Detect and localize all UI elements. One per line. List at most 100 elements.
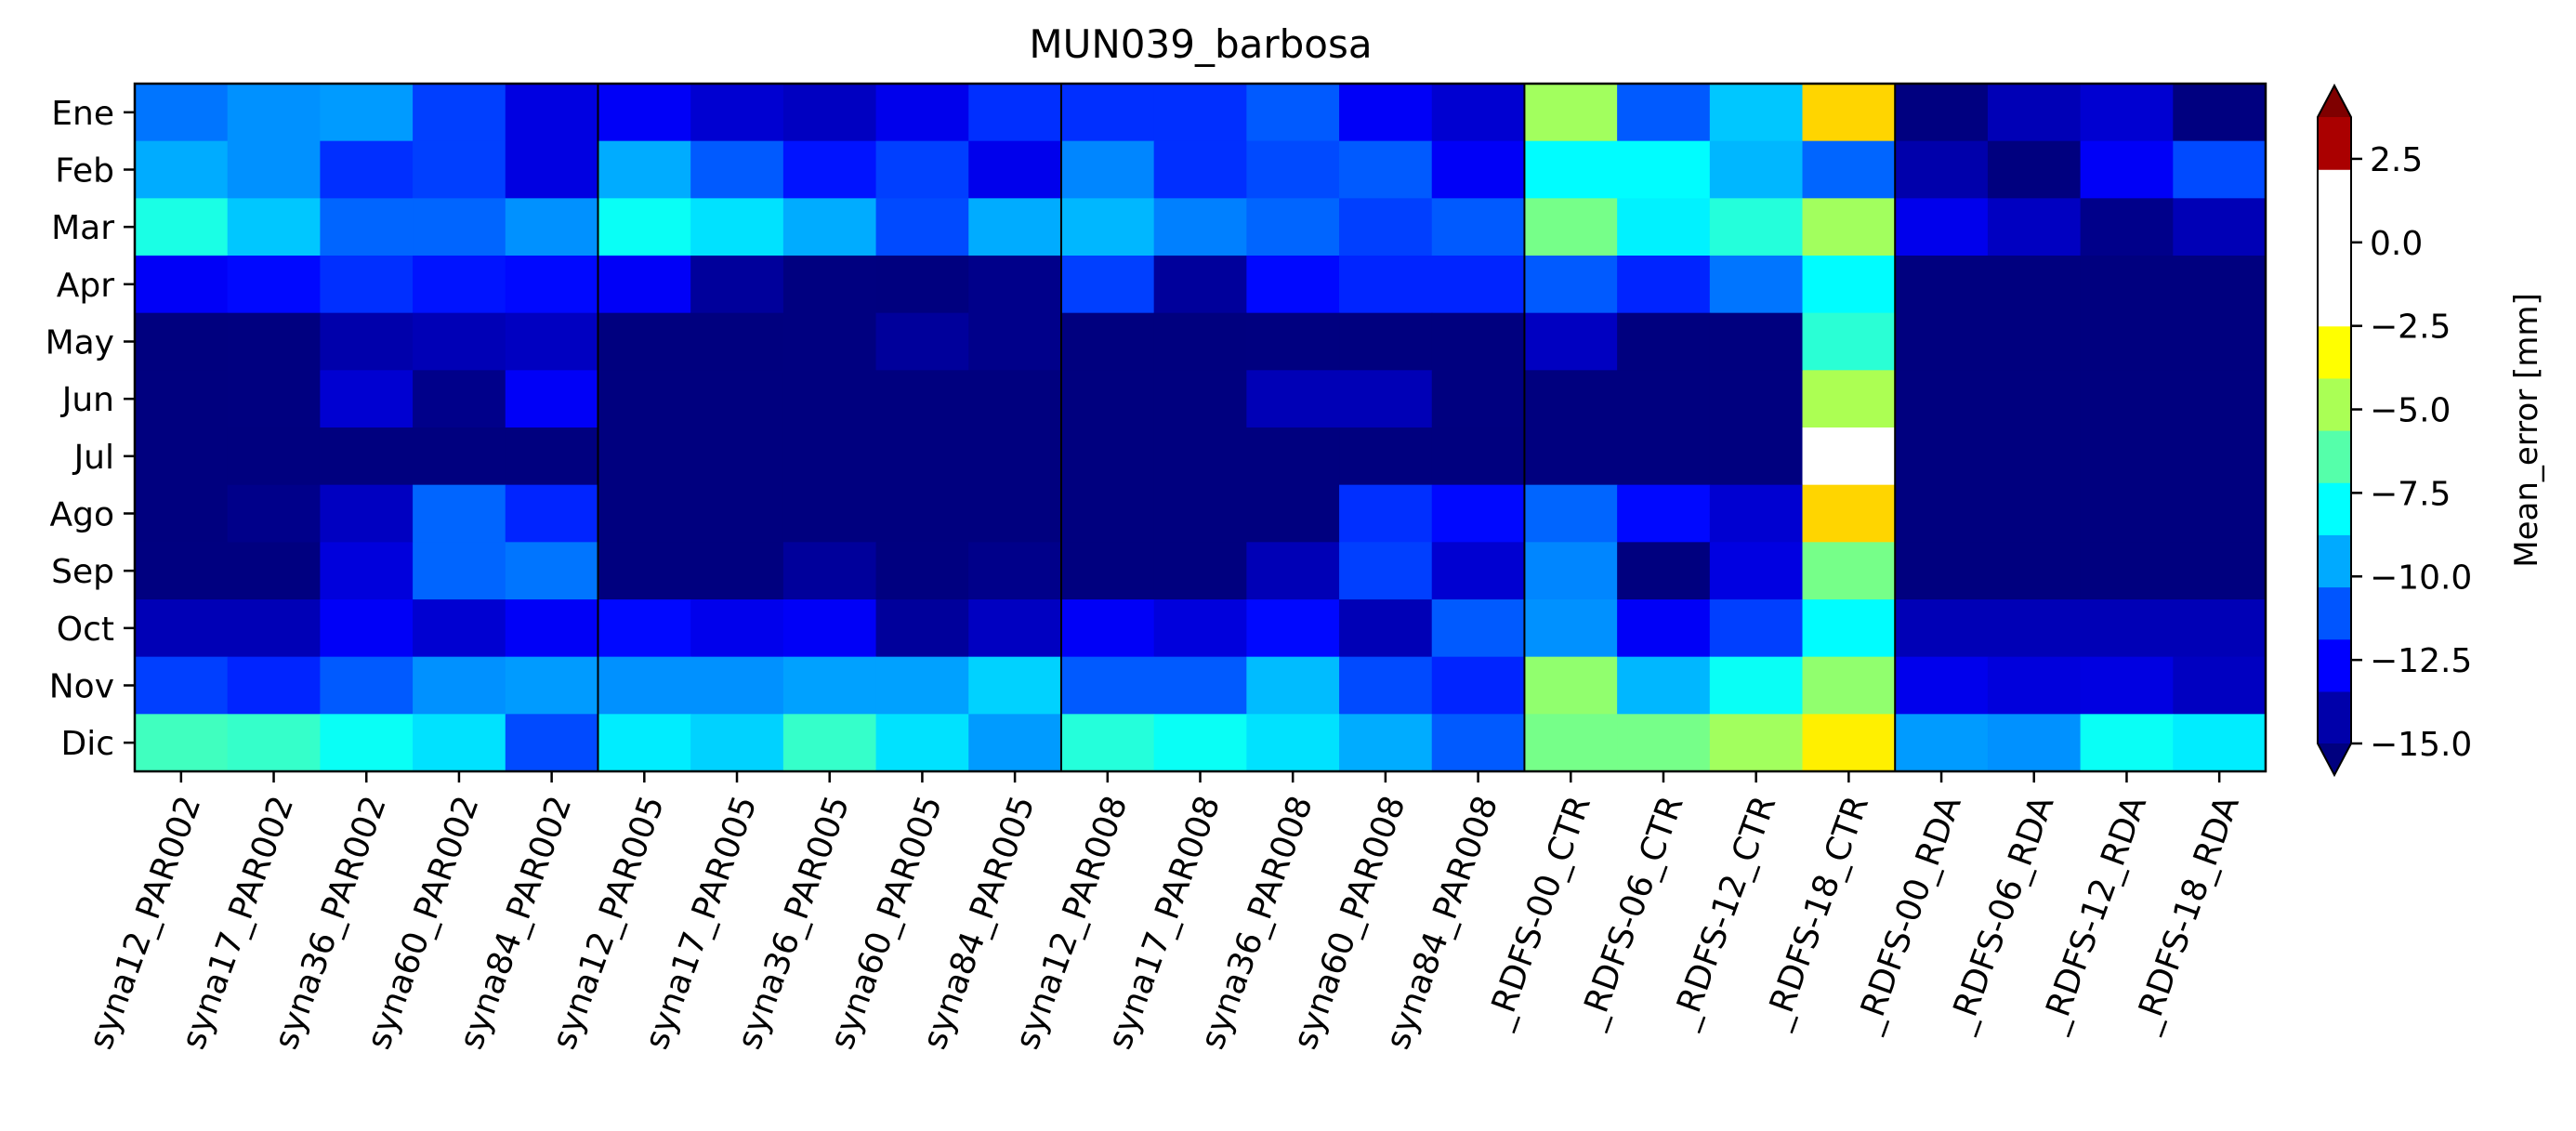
heatmap-cell bbox=[1246, 370, 1340, 428]
heatmap-cell bbox=[1153, 484, 1247, 543]
heatmap-cell bbox=[1802, 84, 1896, 142]
heatmap-cell bbox=[135, 370, 229, 428]
heatmap-cell bbox=[135, 542, 229, 600]
heatmap-cell bbox=[1060, 84, 1155, 142]
heatmap-cell bbox=[968, 427, 1062, 486]
heatmap-cell bbox=[1431, 427, 1526, 486]
group-separators bbox=[597, 84, 1897, 771]
heatmap-cell bbox=[1524, 427, 1618, 486]
y-tick-label: Ago bbox=[49, 496, 114, 534]
colorbar-segment bbox=[2318, 377, 2351, 431]
heatmap-cell bbox=[782, 312, 877, 371]
heatmap-cell bbox=[2080, 198, 2174, 256]
heatmap-cell bbox=[505, 484, 599, 543]
heatmap-cell bbox=[227, 84, 321, 142]
heatmap-cell bbox=[320, 84, 414, 142]
colorbar-label: Mean_error [mm] bbox=[2508, 293, 2545, 568]
heatmap-cell bbox=[1987, 198, 2082, 256]
heatmap-cell bbox=[875, 256, 969, 314]
heatmap-cell bbox=[1987, 484, 2082, 543]
heatmap-cell bbox=[598, 84, 691, 142]
heatmap-cell bbox=[968, 198, 1062, 256]
heatmap-cell bbox=[413, 256, 506, 314]
heatmap-cell bbox=[1524, 484, 1618, 543]
heatmap-cell bbox=[320, 542, 414, 600]
heatmap-cell bbox=[598, 542, 691, 600]
heatmap-cell bbox=[1431, 714, 1526, 772]
heatmap-cell bbox=[1339, 84, 1433, 142]
heatmap-cell bbox=[135, 256, 229, 314]
heatmap-cell bbox=[968, 656, 1062, 715]
heatmap-cell bbox=[968, 84, 1062, 142]
heatmap-cell bbox=[782, 542, 877, 600]
heatmap-cell bbox=[2080, 542, 2174, 600]
heatmap-cell bbox=[1617, 427, 1711, 486]
colorbar-tick-label: −10.0 bbox=[2370, 559, 2472, 597]
heatmap-cell bbox=[1987, 256, 2082, 314]
y-tick-label: Apr bbox=[57, 267, 114, 305]
heatmap-cell bbox=[2173, 370, 2267, 428]
heatmap-cell bbox=[968, 542, 1062, 600]
heatmap-cell bbox=[690, 427, 784, 486]
heatmap-cell bbox=[1524, 656, 1618, 715]
heatmap-cell bbox=[1802, 599, 1896, 658]
heatmap-cell bbox=[782, 599, 877, 658]
heatmap-cell bbox=[1895, 370, 1989, 428]
heatmap-cell bbox=[968, 312, 1062, 371]
heatmap-cell bbox=[320, 656, 414, 715]
heatmap-cell bbox=[1987, 84, 2082, 142]
heatmap-cell bbox=[320, 198, 414, 256]
heatmap-cell bbox=[875, 140, 969, 199]
heatmap-cell bbox=[227, 484, 321, 543]
heatmap-cell bbox=[135, 484, 229, 543]
heatmap-cell bbox=[782, 198, 877, 256]
heatmap-cell bbox=[1802, 312, 1896, 371]
heatmap-cell bbox=[690, 542, 784, 600]
heatmap-cell bbox=[505, 256, 599, 314]
heatmap-cell bbox=[1153, 542, 1247, 600]
heatmap-cell bbox=[2173, 256, 2267, 314]
heatmap-cell bbox=[1895, 656, 1989, 715]
heatmap-cell bbox=[1802, 484, 1896, 543]
x-axis-labels: syna12_PAR002syna17_PAR002syna36_PAR002s… bbox=[82, 771, 2247, 1054]
heatmap-cell bbox=[1524, 714, 1618, 772]
heatmap-cell bbox=[1895, 714, 1989, 772]
heatmap-cell bbox=[227, 198, 321, 256]
heatmap-cell bbox=[1431, 599, 1526, 658]
colorbar-extend-max bbox=[2318, 85, 2351, 117]
heatmap-cell bbox=[875, 714, 969, 772]
heatmap-cell bbox=[782, 484, 877, 543]
heatmap-cell bbox=[598, 140, 691, 199]
heatmap-cell bbox=[1802, 427, 1896, 486]
heatmap-cell bbox=[690, 599, 784, 658]
heatmap-cell bbox=[598, 256, 691, 314]
heatmap-cell bbox=[690, 312, 784, 371]
heatmap-cell bbox=[1802, 140, 1896, 199]
heatmap-cell bbox=[782, 84, 877, 142]
heatmap-cell bbox=[135, 312, 229, 371]
heatmap-cell bbox=[1060, 542, 1155, 600]
heatmap-cell bbox=[2080, 427, 2174, 486]
heatmap-cell bbox=[875, 427, 969, 486]
heatmap-cell bbox=[875, 370, 969, 428]
colorbar-tick-label: −5.0 bbox=[2370, 392, 2451, 430]
heatmap-cell bbox=[2173, 656, 2267, 715]
heatmap-cell bbox=[505, 427, 599, 486]
heatmap-cell bbox=[875, 542, 969, 600]
colorbar-tick-label: −7.5 bbox=[2370, 475, 2451, 513]
heatmap-cell bbox=[135, 84, 229, 142]
colorbar-segment bbox=[2318, 221, 2351, 275]
heatmap-cell bbox=[1339, 370, 1433, 428]
heatmap-cell bbox=[1524, 198, 1618, 256]
heatmap-cell bbox=[1060, 484, 1155, 543]
colorbar: 2.5 0.0 −2.5 −5.0 −7.5 −10.0 −12.5 −15.0 bbox=[2317, 83, 2472, 778]
heatmap-cell bbox=[1246, 484, 1340, 543]
colorbar-segment bbox=[2318, 482, 2351, 535]
heatmap-cell bbox=[1895, 140, 1989, 199]
heatmap-cell bbox=[1617, 484, 1711, 543]
heatmap-cell bbox=[875, 484, 969, 543]
heatmap-cell bbox=[1617, 312, 1711, 371]
heatmap-cell bbox=[413, 714, 506, 772]
heatmap-cell bbox=[1709, 599, 1804, 658]
